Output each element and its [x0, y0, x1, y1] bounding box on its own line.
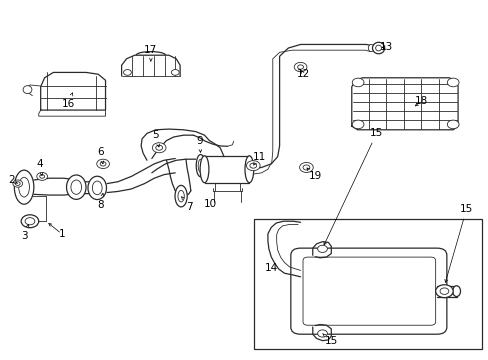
Text: 5: 5: [152, 130, 159, 147]
Text: 10: 10: [203, 199, 217, 210]
FancyBboxPatch shape: [303, 257, 435, 325]
Circle shape: [297, 65, 303, 69]
Text: 16: 16: [61, 93, 75, 109]
Ellipse shape: [175, 185, 187, 207]
Ellipse shape: [14, 170, 34, 204]
Circle shape: [156, 145, 162, 150]
Text: 18: 18: [413, 96, 427, 106]
Text: 17: 17: [144, 45, 157, 61]
Ellipse shape: [66, 175, 86, 199]
Ellipse shape: [198, 159, 203, 172]
Text: 4: 4: [36, 159, 43, 176]
Circle shape: [171, 69, 179, 75]
Ellipse shape: [375, 45, 381, 51]
Text: 15: 15: [444, 204, 472, 282]
Text: 8: 8: [97, 193, 104, 210]
Text: 7: 7: [181, 197, 193, 212]
Ellipse shape: [178, 190, 184, 202]
Circle shape: [317, 330, 327, 337]
Circle shape: [152, 143, 165, 153]
FancyBboxPatch shape: [290, 248, 446, 334]
Text: 14: 14: [264, 263, 277, 273]
Circle shape: [299, 162, 313, 172]
Text: 12: 12: [296, 69, 309, 79]
Text: 19: 19: [306, 168, 321, 181]
Ellipse shape: [71, 180, 81, 194]
Circle shape: [15, 182, 20, 185]
Bar: [254, 220, 482, 348]
Ellipse shape: [452, 286, 460, 297]
Ellipse shape: [88, 176, 106, 199]
Circle shape: [351, 78, 363, 87]
Ellipse shape: [244, 156, 253, 183]
Circle shape: [439, 288, 448, 294]
Text: 15: 15: [323, 128, 383, 245]
Circle shape: [13, 180, 22, 187]
Circle shape: [249, 163, 256, 168]
Text: 3: 3: [21, 225, 29, 240]
Text: 9: 9: [196, 136, 203, 152]
Circle shape: [123, 69, 131, 75]
Circle shape: [317, 245, 327, 252]
Text: 13: 13: [380, 42, 393, 52]
Circle shape: [25, 218, 35, 225]
Circle shape: [303, 165, 309, 170]
Circle shape: [435, 285, 452, 298]
Text: 11: 11: [252, 152, 265, 165]
Circle shape: [37, 172, 47, 180]
Text: 1: 1: [58, 229, 65, 239]
Circle shape: [100, 162, 106, 166]
Circle shape: [447, 78, 458, 87]
Circle shape: [351, 120, 363, 129]
Circle shape: [294, 62, 306, 72]
Text: 6: 6: [97, 147, 104, 164]
Circle shape: [447, 120, 458, 129]
Ellipse shape: [200, 156, 208, 183]
Ellipse shape: [372, 42, 384, 54]
Ellipse shape: [19, 177, 29, 197]
Circle shape: [21, 215, 39, 228]
Text: 2: 2: [8, 175, 18, 185]
Ellipse shape: [92, 181, 102, 195]
Ellipse shape: [367, 44, 373, 51]
Circle shape: [40, 175, 44, 178]
Ellipse shape: [196, 154, 204, 177]
Circle shape: [97, 159, 109, 168]
Circle shape: [246, 161, 260, 171]
Text: 15: 15: [322, 334, 338, 346]
Ellipse shape: [23, 86, 32, 94]
